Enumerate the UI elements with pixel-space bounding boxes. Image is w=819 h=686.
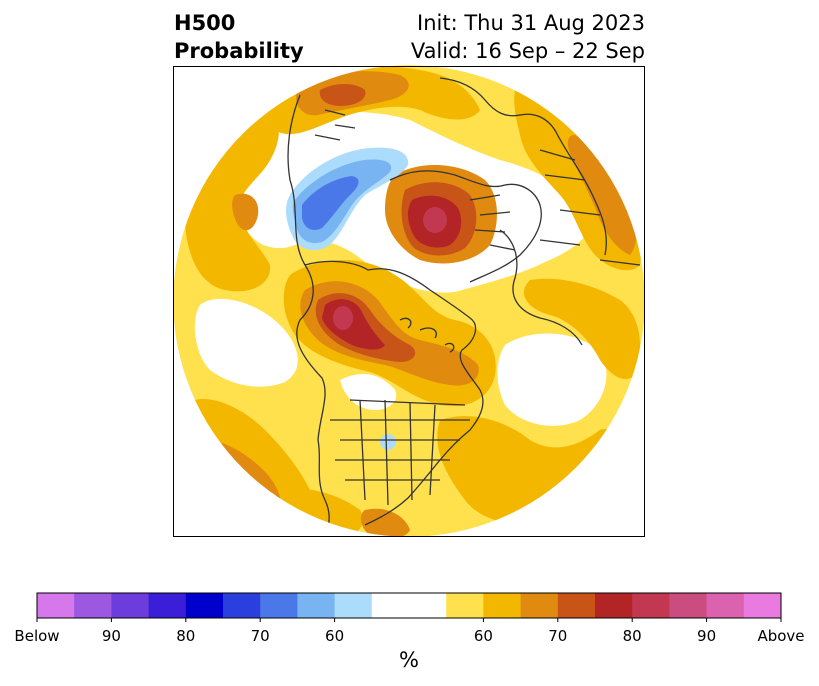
colorbar-tick-label: 60 [473,627,493,645]
colorbar-swatch [260,593,298,618]
colorbar-swatch [409,593,447,618]
title-valid: Valid: 16 Sep – 22 Sep [410,39,645,63]
colorbar-swatch [706,593,745,618]
colorbar-swatch [595,593,633,618]
map-title-right: Init: Thu 31 Aug 2023 Valid: 16 Sep – 22… [411,9,645,65]
colorbar-swatch [334,593,373,618]
colorbar-swatch [446,593,484,618]
colorbar-tick-label: 80 [622,627,642,645]
coastlines [287,69,641,537]
title-init: Init: Thu 31 Aug 2023 [417,11,645,35]
colorbar-swatch [632,593,670,618]
colorbar-swatch [557,593,596,618]
globe-field [173,65,645,537]
colorbar-tick-label: 70 [548,627,568,645]
colorbar-swatch [223,593,261,618]
map-title-left: H500 Probability [174,9,304,65]
field-below [286,147,409,450]
title-product: Probability [174,39,304,63]
colorbar [36,592,782,622]
colorbar-swatch [297,593,336,618]
colorbar-swatch [37,593,75,618]
colorbar-swatch [371,593,410,618]
colorbar-tick-label: Below [14,627,60,645]
colorbar-frame [36,592,782,619]
map-frame [173,66,645,537]
colorbar-tick-label: Above [757,627,805,645]
colorbar-swatch [483,593,522,618]
colorbar-swatch [669,593,708,618]
colorbar-swatch [148,593,187,618]
colorbar-tick-label: 90 [101,627,121,645]
colorbar-unit-label: % [399,648,419,672]
title-variable: H500 [174,11,236,35]
colorbar-tick-label: 60 [325,627,345,645]
colorbar-swatch [520,593,559,618]
colorbar-tick-label: 80 [176,627,196,645]
colorbar-tick-label: 90 [697,627,717,645]
colorbar-swatch [74,593,112,618]
colorbar-swatch [743,593,782,618]
colorbar-swatch [111,593,150,618]
field-above-rose [333,207,447,330]
colorbar-tick-label: 70 [250,627,270,645]
colorbar-swatch [185,593,224,618]
